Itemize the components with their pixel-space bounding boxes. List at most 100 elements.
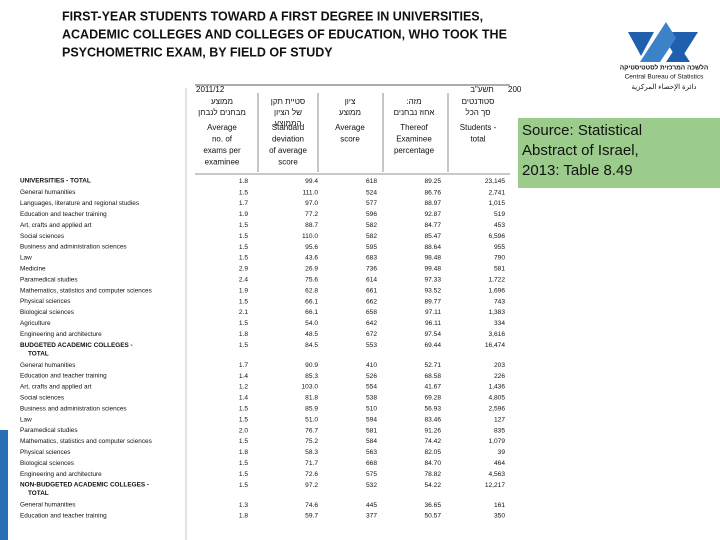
cell: 93.52 — [424, 287, 441, 294]
cell: 89.77 — [424, 298, 441, 305]
cell: 1.8 — [239, 331, 248, 338]
source-line: Source: Statistical — [522, 122, 642, 139]
logo-hebrew: הלשכה המרכזית לסטטיסטיקה — [620, 64, 709, 72]
cell: 58.3 — [305, 449, 318, 456]
cell: 72.6 — [305, 471, 318, 478]
cell: 662 — [366, 298, 377, 305]
row-label: Business and administration sciences — [20, 405, 127, 412]
column-hebrew: מזה: — [406, 97, 421, 106]
source-box — [518, 118, 720, 188]
cell: 594 — [366, 416, 377, 423]
row-label: Mathematics, statistics and computer sci… — [20, 438, 152, 445]
cell: 91.26 — [424, 427, 441, 434]
cell: 74.6 — [305, 502, 318, 509]
row-label: General humanities — [20, 502, 75, 509]
column-english: Examinee — [396, 135, 432, 144]
cell: 2,741 — [488, 189, 505, 196]
cell: 2.1 — [239, 309, 248, 316]
cell: 66.1 — [305, 298, 318, 305]
cell: 69.28 — [424, 395, 441, 402]
column-english: Average — [207, 123, 237, 132]
cell: 582 — [366, 222, 377, 229]
cell: 1.7 — [239, 362, 248, 369]
column-english: Students - — [460, 123, 497, 132]
cell: 2,596 — [488, 405, 505, 412]
cell: 955 — [494, 244, 505, 251]
row-label: Social sciences — [20, 394, 64, 401]
row-label: General humanities — [20, 362, 75, 369]
column-english: percentage — [394, 146, 435, 155]
column-english: no. of — [212, 135, 233, 144]
row-label-cont: TOTAL — [28, 350, 49, 357]
cell: 1,015 — [488, 200, 505, 207]
cell: 84.5 — [305, 342, 318, 349]
row-label: Art, crafts and applied art — [20, 222, 92, 229]
cell: 1.5 — [239, 320, 248, 327]
cell: 69.44 — [424, 342, 441, 349]
cell: 577 — [366, 200, 377, 207]
cell: 76.7 — [305, 427, 318, 434]
cell: 453 — [494, 222, 505, 229]
cell: 1,079 — [488, 438, 505, 445]
column-hebrew: הממוצע — [274, 119, 301, 128]
cell: 62.8 — [305, 287, 318, 294]
cell: 36.65 — [424, 502, 441, 509]
column-hebrew: של הציון — [274, 108, 302, 117]
cell: 103.0 — [301, 384, 318, 391]
cell: 43.6 — [305, 255, 318, 262]
cell: 553 — [366, 342, 377, 349]
cell: 532 — [366, 482, 377, 489]
cell: 4,805 — [488, 395, 505, 402]
cell: 835 — [494, 427, 505, 434]
cell: 88.97 — [424, 200, 441, 207]
row-label: Social sciences — [20, 233, 64, 240]
cell: 54.22 — [424, 482, 441, 489]
cell: 98.48 — [424, 255, 441, 262]
cell: 1,722 — [488, 276, 505, 283]
column-hebrew: ממוצע — [339, 108, 361, 117]
cell: 86.76 — [424, 189, 441, 196]
cell: 1,383 — [488, 309, 505, 316]
row-label: Education and teacher training — [20, 513, 107, 520]
cell: 524 — [366, 189, 377, 196]
logo-arabic: دائرة الإحصاء المركزية — [631, 83, 696, 91]
cell: 4,563 — [488, 471, 505, 478]
row-label: Mathematics, statistics and computer sci… — [20, 287, 152, 294]
cell: 127 — [494, 416, 505, 423]
row-label: Engineering and architecture — [20, 471, 102, 478]
row-label: Business and administration sciences — [20, 244, 127, 251]
cell: 203 — [494, 362, 505, 369]
cell: 584 — [366, 438, 377, 445]
cell: 410 — [366, 362, 377, 369]
row-label: Law — [20, 255, 32, 262]
row-label: NON-BUDGETED ACADEMIC COLLEGES - — [20, 482, 149, 489]
row-label: Paramedical studies — [20, 427, 78, 434]
row-label: Engineering and architecture — [20, 331, 102, 338]
cell: 84.70 — [424, 460, 441, 467]
row-label: BUDGETED ACADEMIC COLLEGES - — [20, 342, 133, 349]
logo — [628, 22, 698, 62]
cell: 563 — [366, 449, 377, 456]
cell: 1.5 — [239, 416, 248, 423]
cell: 56.93 — [424, 405, 441, 412]
cell: 1.7 — [239, 200, 248, 207]
cell: 85.3 — [305, 373, 318, 380]
cell: 519 — [494, 211, 505, 218]
cell: 1.5 — [239, 482, 248, 489]
cell: 2.4 — [239, 276, 248, 283]
cell: 48.5 — [305, 331, 318, 338]
row-label: General humanities — [20, 189, 75, 196]
content: FIRST-YEAR STUDENTS TOWARD A FIRST DEGRE… — [20, 9, 708, 519]
cell: 99.48 — [424, 266, 441, 273]
cell: 334 — [494, 320, 505, 327]
column-hebrew: סטודנטים — [462, 97, 495, 106]
cell: 1.5 — [239, 189, 248, 196]
row-label: Languages, literature and regional studi… — [20, 200, 139, 207]
row-label: Biological sciences — [20, 460, 74, 467]
column-english: exams per — [203, 146, 241, 155]
cell: 59.7 — [305, 513, 318, 520]
side-strip — [0, 430, 8, 540]
cell: 51.0 — [305, 416, 318, 423]
column-hebrew: אחוז נבחנים — [394, 108, 435, 117]
cell: 1.4 — [239, 373, 248, 380]
